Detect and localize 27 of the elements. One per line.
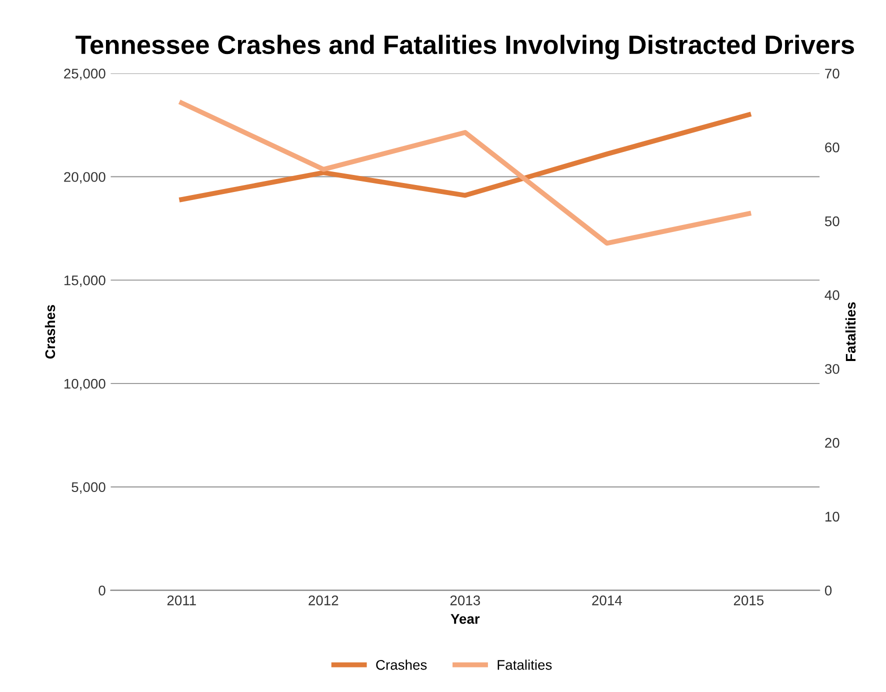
y2-tick-label: 70	[825, 68, 840, 79]
y2-tick-label: 20	[825, 438, 840, 448]
x-axis-title: Year	[450, 614, 480, 624]
y-tick-label: 20,000	[64, 172, 106, 184]
y-tick-label: 10,000	[64, 378, 106, 390]
y-tick-label: 0	[98, 586, 106, 596]
y2-tick-label: 30	[824, 364, 840, 374]
legend-label: Crashes	[376, 660, 427, 670]
line-series	[179, 112, 752, 202]
y2-tick-label: 10	[825, 512, 840, 522]
y2-tick-label: 40	[824, 290, 840, 300]
x-tick-label: 2014	[592, 596, 622, 606]
y2-axis-title: Fatalities	[845, 302, 856, 361]
y2-tick-label: 50	[824, 216, 840, 226]
y-tick-label: 5,000	[72, 482, 106, 494]
y-tick-label: 25,000	[64, 68, 106, 80]
x-tick-label: 2011	[167, 596, 196, 606]
line-series	[179, 100, 752, 246]
x-tick-label: 2015	[734, 596, 764, 606]
x-tick-label: 2012	[308, 596, 338, 606]
x-tick-label: 2013	[450, 596, 480, 606]
y2-tick-label: 60	[825, 142, 840, 152]
y2-tick-label: 0	[824, 586, 832, 596]
legend-label: Fatalities	[498, 660, 552, 670]
chart-title: Tennessee Crashes and Fatalities Involving Distracted Drivers	[76, 34, 854, 60]
y-axis-title: Crashes	[44, 304, 56, 359]
y-tick-label: 15,000	[64, 275, 106, 287]
